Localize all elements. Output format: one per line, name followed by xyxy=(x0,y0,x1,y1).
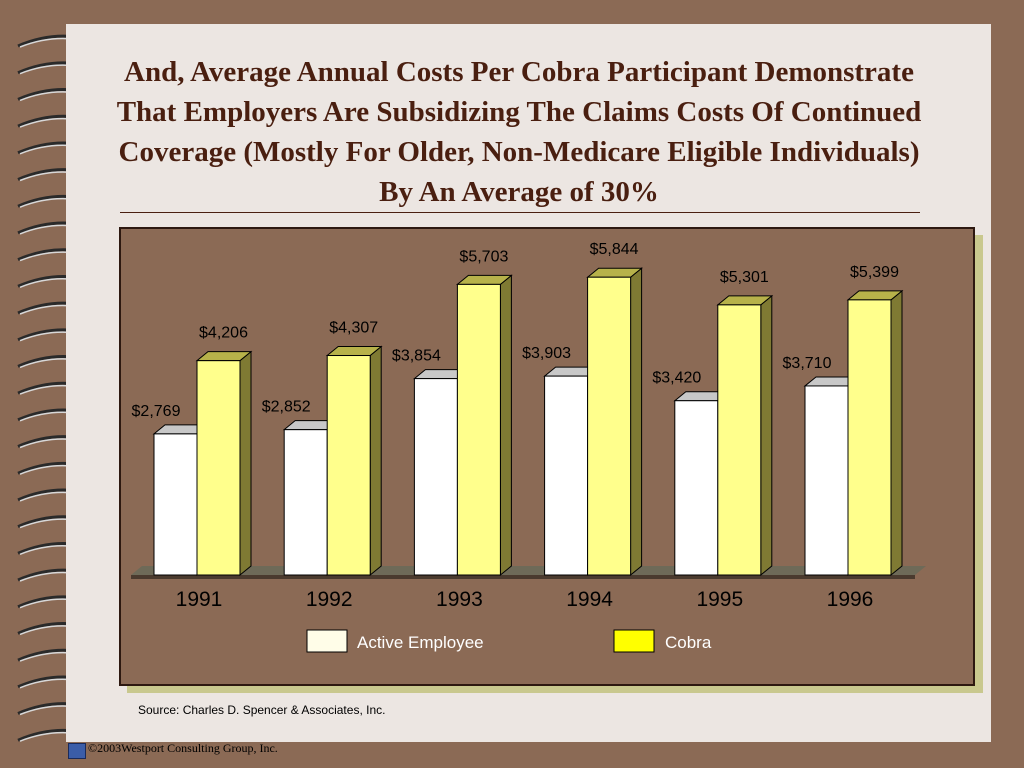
legend-label: Active Employee xyxy=(357,633,484,652)
data-label: $5,301 xyxy=(720,269,769,286)
active-employee-bar xyxy=(412,368,470,577)
cobra-bar xyxy=(325,345,383,577)
x-tick-label: 1992 xyxy=(306,588,353,611)
data-label: $3,903 xyxy=(522,345,571,362)
cobra-bar xyxy=(195,350,253,577)
title-divider xyxy=(120,212,920,213)
legend-swatch xyxy=(306,629,348,653)
company-logo-icon xyxy=(68,743,86,759)
cobra-bar xyxy=(716,294,774,577)
active-employee-bar xyxy=(803,375,861,577)
x-tick-label: 1995 xyxy=(696,588,743,611)
legend-label: Cobra xyxy=(665,633,712,652)
data-label: $5,703 xyxy=(459,248,508,265)
cobra-bar xyxy=(586,267,644,577)
chart-floor-edge xyxy=(131,575,915,579)
cobra-bar xyxy=(455,274,513,577)
data-label: $5,399 xyxy=(850,264,899,281)
data-label: $2,852 xyxy=(262,399,311,416)
slide-title: And, Average Annual Costs Per Cobra Part… xyxy=(116,56,922,208)
legend-swatch xyxy=(613,629,655,653)
source-note: Source: Charles D. Spencer & Associates,… xyxy=(138,703,386,717)
data-label: $5,844 xyxy=(590,241,639,258)
data-label: $3,710 xyxy=(783,355,832,372)
x-tick-label: 1996 xyxy=(827,588,874,611)
data-label: $4,206 xyxy=(199,325,248,342)
copyright-notice: ©2003Westport Consulting Group, Inc. xyxy=(88,741,278,755)
x-tick-label: 1994 xyxy=(566,588,613,611)
data-label: $3,420 xyxy=(652,370,701,387)
x-tick-label: 1993 xyxy=(436,588,483,611)
data-label: $4,307 xyxy=(329,320,378,337)
data-label: $3,854 xyxy=(392,348,441,365)
x-tick-label: 1991 xyxy=(176,588,223,611)
cobra-bar xyxy=(846,289,904,577)
data-label: $2,769 xyxy=(132,403,181,420)
